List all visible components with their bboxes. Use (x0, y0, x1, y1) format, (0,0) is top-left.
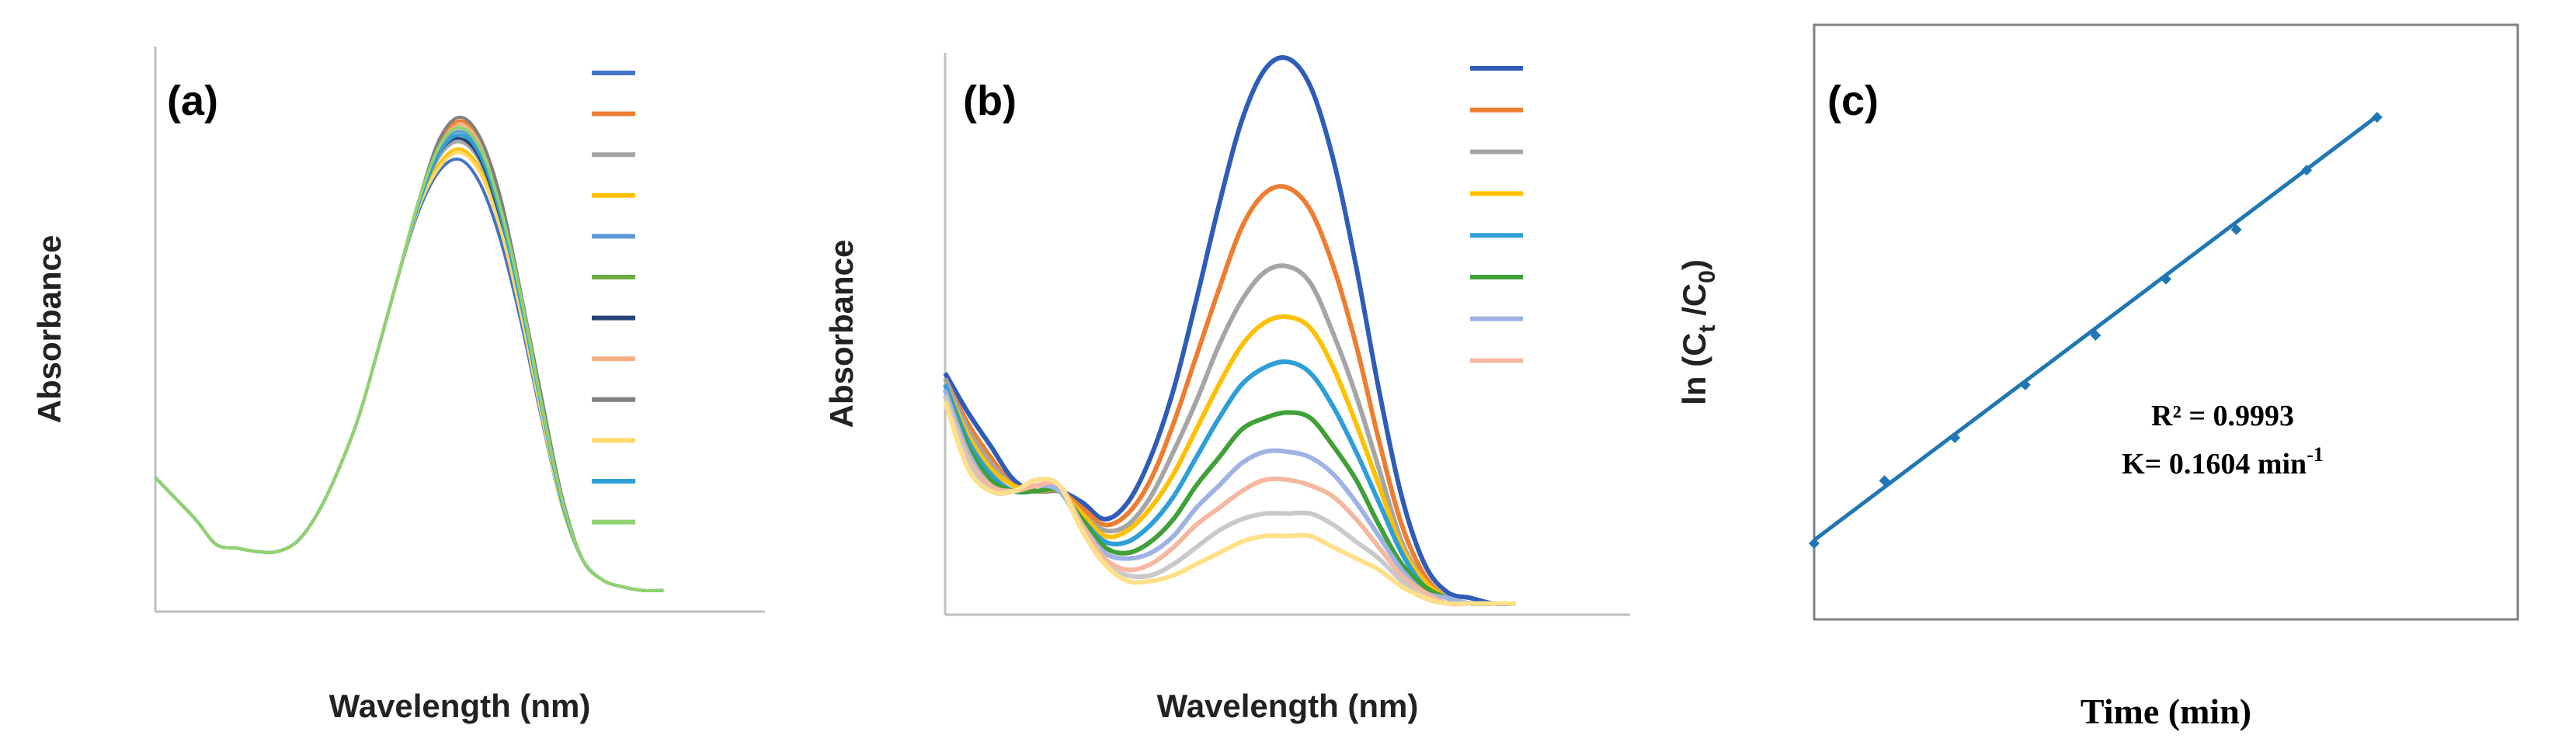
panel-b-chart: (b) Wavelength (nm) Absorbance (823, 53, 1630, 724)
panel-a-x-axis-title: Wavelength (nm) (329, 688, 591, 724)
panel-c-data-point-5 (2161, 273, 2171, 285)
panel-c-x-axis-title: Time (min) (2081, 692, 2251, 731)
panel-c-y-title-part3: ) (1676, 259, 1712, 270)
panel-c-data-point-8 (2371, 112, 2383, 123)
panel-c-data-point-1 (1879, 475, 1890, 487)
panel-c-y-title-sub-0: 0 (1695, 270, 1720, 283)
panel-c-data-points (1809, 112, 2383, 550)
panel-a-label: (a) (167, 78, 218, 124)
panel-b-label: (b) (963, 78, 1017, 124)
panel-a-series-line-20-min (154, 133, 664, 593)
panel-b-x-axis-title: Wavelength (nm) (1157, 688, 1419, 724)
panel-c-k-superscript: -1 (2307, 443, 2324, 466)
panel-a-chart: (a) Wavelength (nm) Absorbance (31, 47, 765, 724)
panel-c-data-point-3 (2019, 379, 2031, 390)
panel-a-series-line-14-min (154, 123, 664, 593)
panel-c-chart: (c) R² = 0.9993 K= 0.1604 min-1 Time (mi… (1676, 23, 2519, 731)
panel-a-series-lines (154, 116, 664, 593)
panel-a-series-line-4-min (154, 140, 664, 593)
panel-b-y-axis-title: Absorbance (823, 240, 860, 428)
panel-b-legend (1470, 66, 1523, 363)
panel-a-series-line-8-min (154, 130, 664, 593)
panel-a-y-axis-title: Absorbance (31, 235, 68, 424)
panel-c-y-axis-title: ln (Ct /C0) (1676, 259, 1720, 405)
panel-c-k-text: K= 0.1604 min (2122, 448, 2307, 480)
panel-c-y-title-part1: ln (C (1676, 333, 1712, 405)
panel-c-y-title-part2: /C (1676, 283, 1712, 325)
panel-b-series-line-2-min (943, 314, 1516, 607)
panel-c-data-point-4 (2090, 330, 2101, 342)
panel-c-data-point-2 (1949, 432, 1961, 443)
panel-c-fit-line-group (1813, 114, 2379, 542)
panel-c-plot-frame (1813, 23, 2519, 621)
panel-b-series-line-extra-9 (943, 400, 1516, 607)
panel-c-data-point-7 (2301, 165, 2313, 176)
panel-a-series-line-18-min (154, 151, 664, 593)
panel-c-r2-annotation: R² = 0.9993 (2151, 400, 2294, 432)
panel-a-series-line-12-min (154, 137, 664, 593)
panel-a-series-line-0-min (154, 157, 664, 593)
panel-b-series-line-3-s (943, 184, 1516, 607)
panel-a-series-line-6-min (154, 147, 664, 593)
panel-a-series-line-22-min (154, 126, 664, 593)
panel-a-legend (592, 71, 635, 525)
panel-a-series-line-2-min (154, 119, 664, 593)
panel-b-series-line-1-min (943, 263, 1516, 607)
panel-a-series-line-16-min (154, 116, 664, 593)
panel-c-data-point-0 (1809, 538, 1820, 550)
panel-a-series-line-10-min (154, 126, 664, 593)
panel-c-label: (c) (1827, 78, 1879, 124)
panel-c-data-point-6 (2230, 224, 2242, 235)
panel-c-k-annotation: K= 0.1604 min-1 (2122, 443, 2324, 480)
panel-b-series-line-6-min (943, 394, 1516, 607)
panel-c-fit-line (1813, 114, 2379, 542)
panel-b-series-lines (943, 55, 1517, 607)
panel-b-series-line-4-min (943, 389, 1516, 607)
panel-c-y-title-sub-t: t (1695, 325, 1720, 333)
